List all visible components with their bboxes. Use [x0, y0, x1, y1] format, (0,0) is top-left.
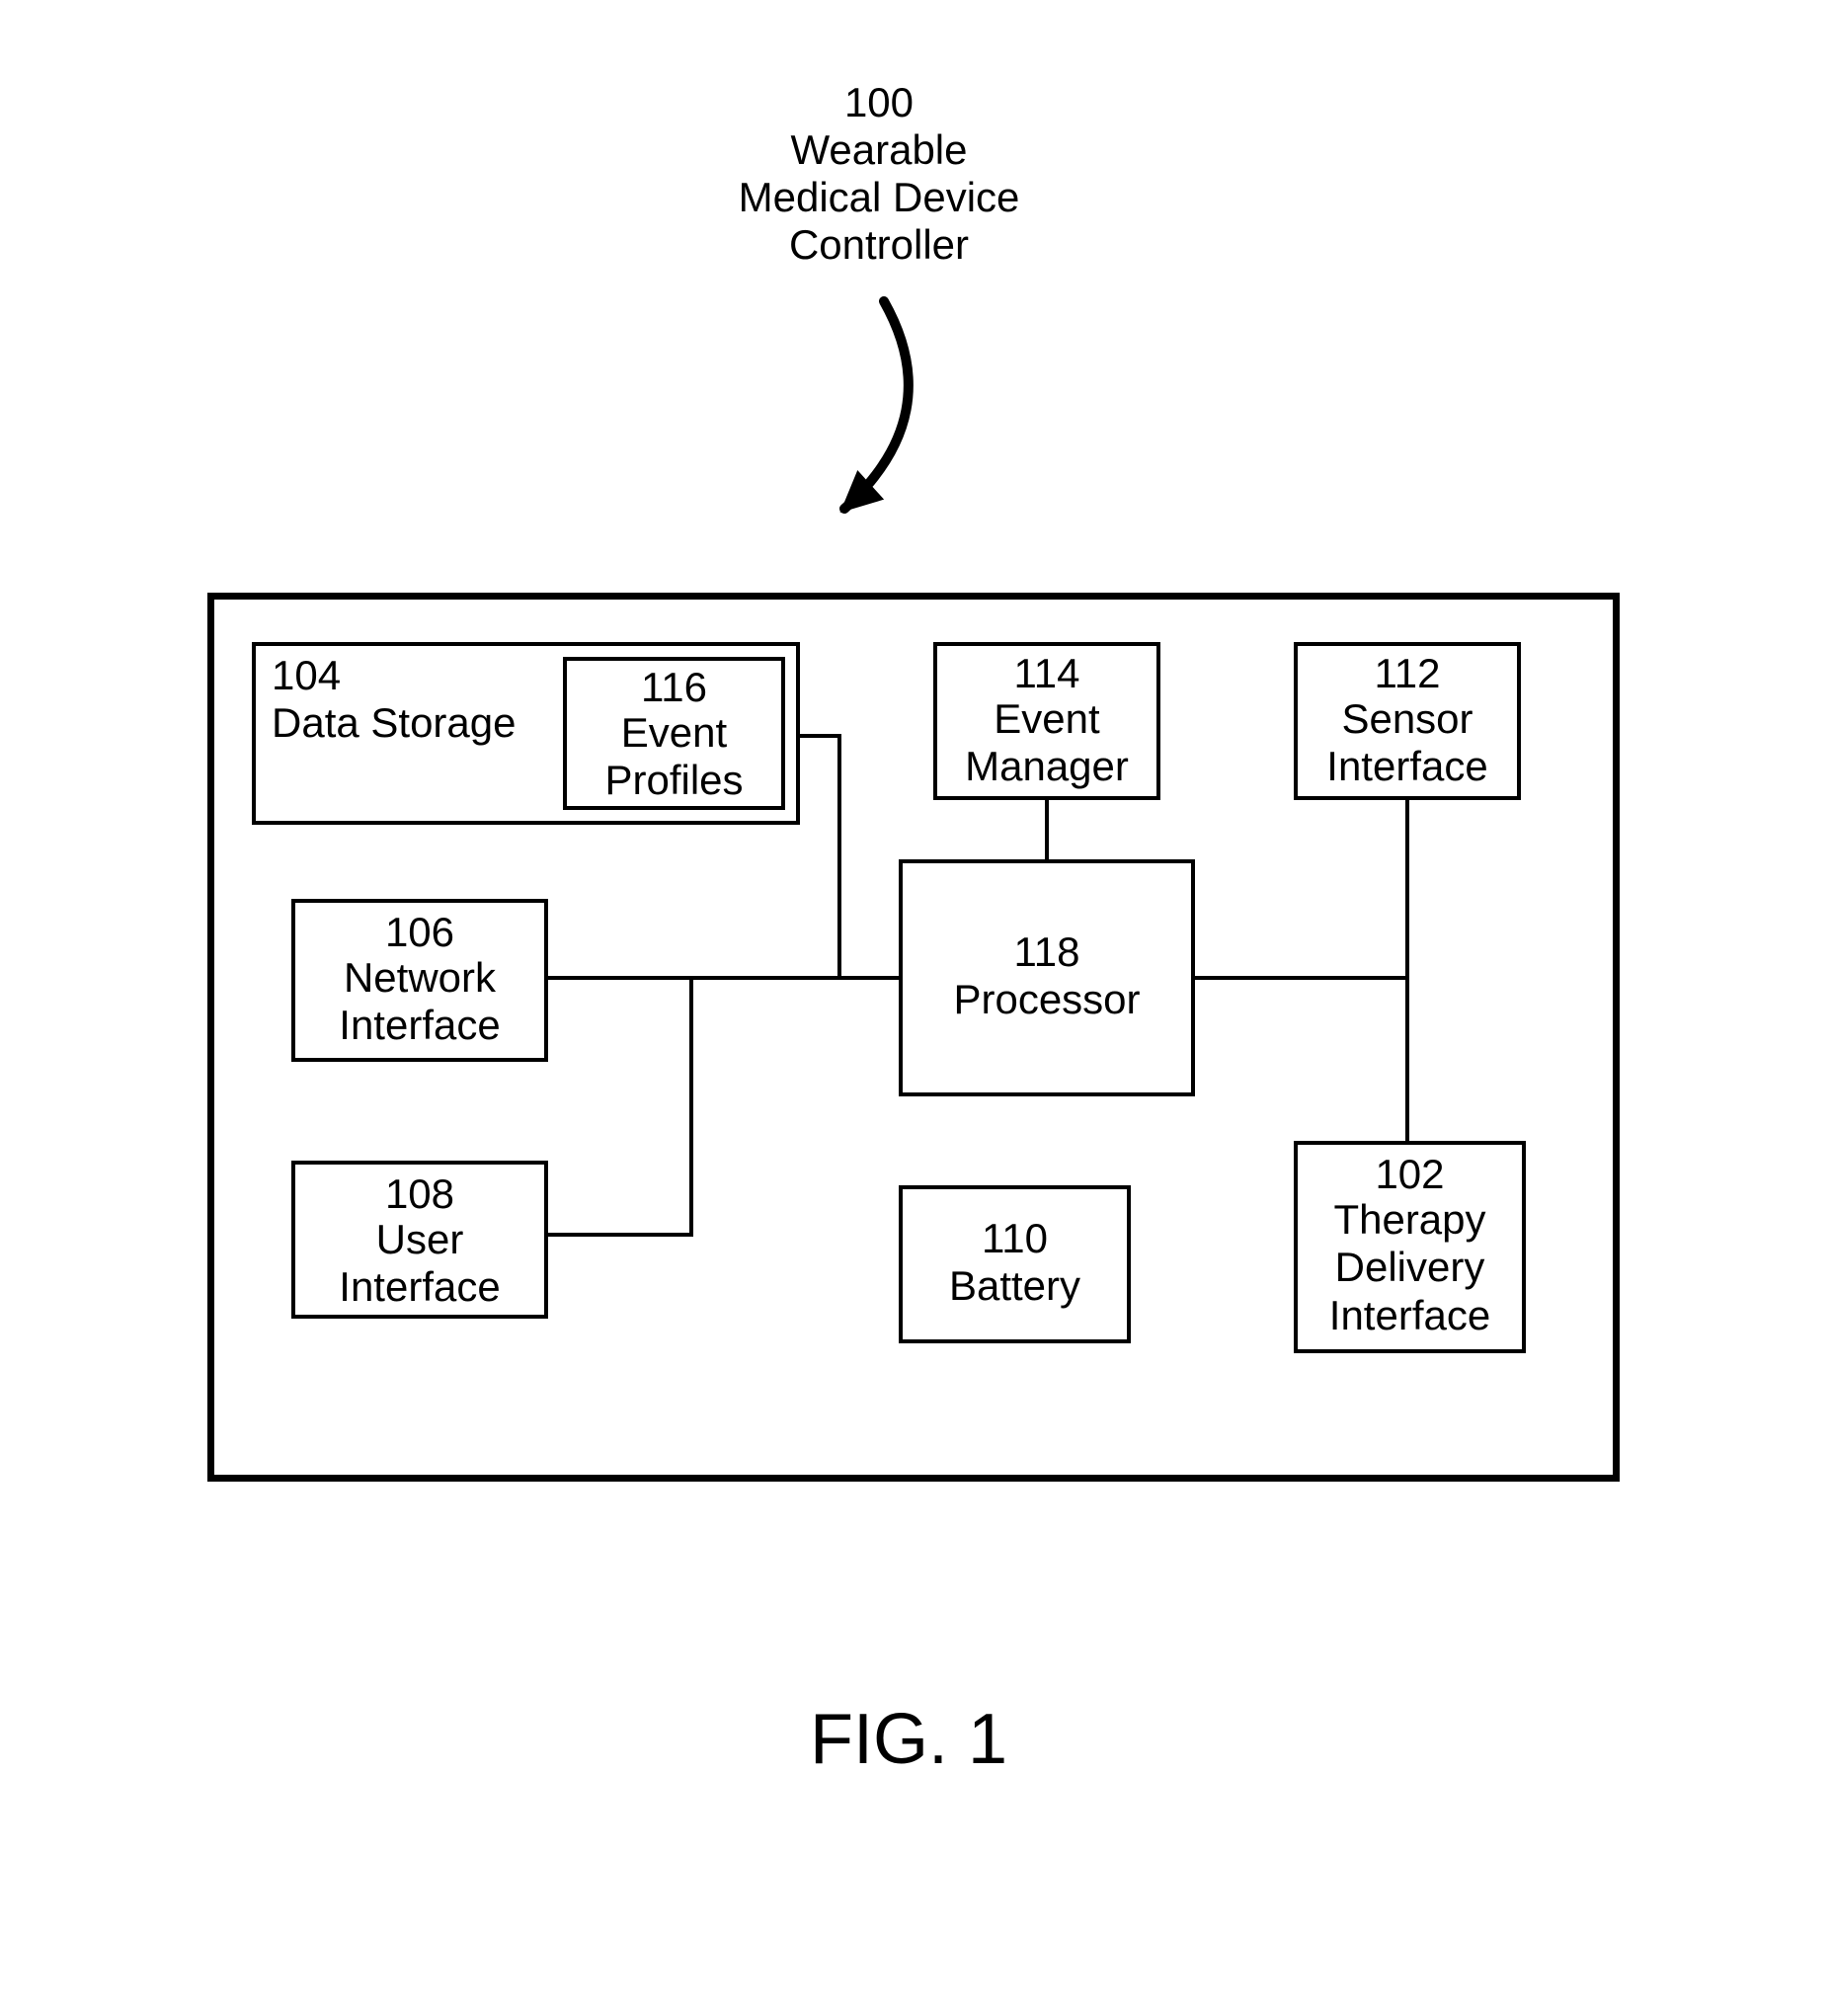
label-event-manager: Event Manager — [933, 695, 1160, 791]
label-therapy-ref: 102 — [1294, 1151, 1526, 1198]
label-processor: Processor — [899, 976, 1195, 1023]
diagram-stage: 100 Wearable Medical Device Controller 1… — [0, 0, 1831, 2016]
label-network-interface-ref: 106 — [291, 909, 548, 956]
label-battery: Battery — [899, 1262, 1131, 1310]
label-data-storage-ref: 104 — [272, 652, 341, 699]
label-processor-ref: 118 — [899, 928, 1195, 976]
label-event-profiles: Event Profiles — [563, 709, 785, 805]
label-event-manager-ref: 114 — [933, 650, 1160, 697]
label-user-interface-ref: 108 — [291, 1170, 548, 1218]
label-event-profiles-ref: 116 — [563, 664, 785, 711]
figure-caption: FIG. 1 — [652, 1699, 1165, 1781]
label-battery-ref: 110 — [899, 1215, 1131, 1262]
label-user-interface: User Interface — [291, 1216, 548, 1312]
label-network-interface: Network Interface — [291, 954, 548, 1050]
label-sensor-interface: Sensor Interface — [1294, 695, 1521, 791]
label-sensor-interface-ref: 112 — [1294, 650, 1521, 697]
label-data-storage: Data Storage — [272, 699, 517, 747]
label-therapy: Therapy Delivery Interface — [1294, 1196, 1526, 1339]
